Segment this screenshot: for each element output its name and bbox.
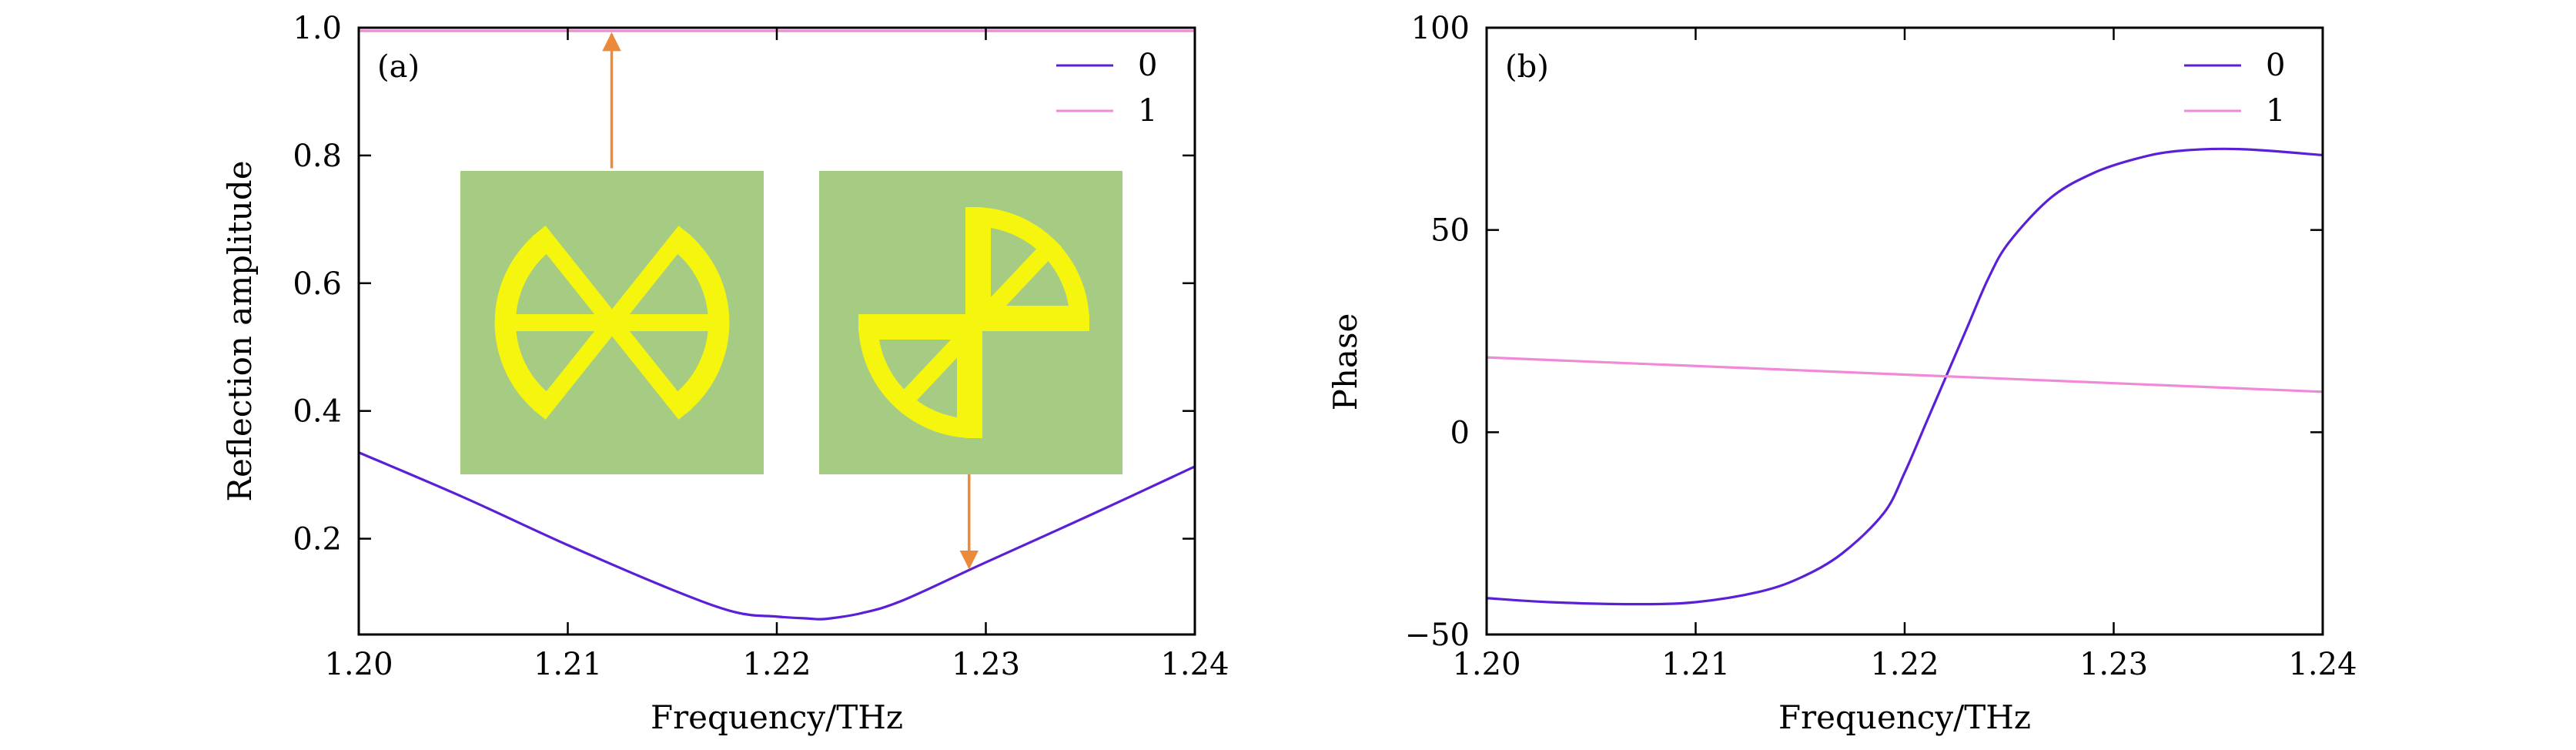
- x-tick-label: 1.22: [1870, 647, 1939, 682]
- legend-b-series-0-label: 0: [2266, 48, 2285, 83]
- y-tick-label: 0: [1450, 415, 1470, 450]
- x-tick-label: 1.21: [1661, 647, 1730, 682]
- panel-b-series-0-line: [1486, 147, 2323, 606]
- y-tick-label: 0.4: [293, 394, 342, 430]
- panel-b-x-axis-label: Frequency/THz: [1778, 698, 2031, 736]
- x-tick-label: 1.23: [952, 647, 1020, 682]
- panel-a: 1.20 1.21 1.22 1.23 1.24 0.2 0.4 0.6 0.8 1.0 Fre…: [221, 11, 1229, 736]
- panel-a-legend: 0 1: [1056, 48, 1157, 129]
- x-tick-label: 1.23: [2079, 647, 2148, 682]
- panel-a-x-axis-label: Frequency/THz: [651, 698, 903, 736]
- x-tick-label: 1.21: [534, 647, 602, 682]
- x-tick-label: 1.24: [1160, 647, 1229, 682]
- panel-a-label: (a): [377, 49, 420, 85]
- panel-b-series: [1486, 147, 2323, 606]
- panel-b-frame: [1485, 26, 2324, 636]
- panel-a-x-ticks: 1.20 1.21 1.22 1.23 1.24: [324, 28, 1229, 682]
- panel-a-y-axis-label: Reflection amplitude: [221, 160, 259, 501]
- unit-cell-0-image: [460, 171, 764, 474]
- legend-a-series-1-label: 1: [1138, 93, 1157, 129]
- y-tick-label: 50: [1430, 213, 1470, 249]
- y-tick-label: 0.6: [293, 266, 342, 302]
- y-tick-label: 100: [1411, 11, 1470, 46]
- panel-a-y-ticks: 0.2 0.4 0.6 0.8 1.0: [293, 11, 1195, 557]
- unit-cell-1-image: [819, 171, 1122, 474]
- y-tick-label: 0.2: [293, 522, 342, 557]
- y-tick-label: 0.8: [293, 139, 342, 174]
- x-tick-label: 1.22: [742, 647, 811, 682]
- legend-b-series-1-label: 1: [2266, 93, 2285, 129]
- panel-b-series-1-line: [1486, 356, 2323, 393]
- panel-b-x-ticks: 1.20 1.21 1.22 1.23 1.24: [1452, 28, 2357, 682]
- y-tick-label: −50: [1405, 618, 1470, 653]
- panel-a-series-0-line: [358, 451, 1196, 621]
- panel-b-label: (b): [1505, 49, 1549, 85]
- y-tick-label: 1.0: [293, 11, 342, 46]
- panel-b-y-axis-label: Phase: [1326, 313, 1364, 411]
- x-tick-label: 1.20: [1452, 647, 1521, 682]
- panel-b-legend: 0 1: [2184, 48, 2285, 129]
- legend-a-series-0-label: 0: [1138, 48, 1157, 83]
- x-tick-label: 1.20: [324, 647, 393, 682]
- panel-b: 1.20 1.21 1.22 1.23 1.24 −50 0 50 100 Frequency…: [1326, 11, 2357, 736]
- panel-b-y-ticks: −50 0 50 100: [1405, 11, 2323, 653]
- x-tick-label: 1.24: [2288, 647, 2357, 682]
